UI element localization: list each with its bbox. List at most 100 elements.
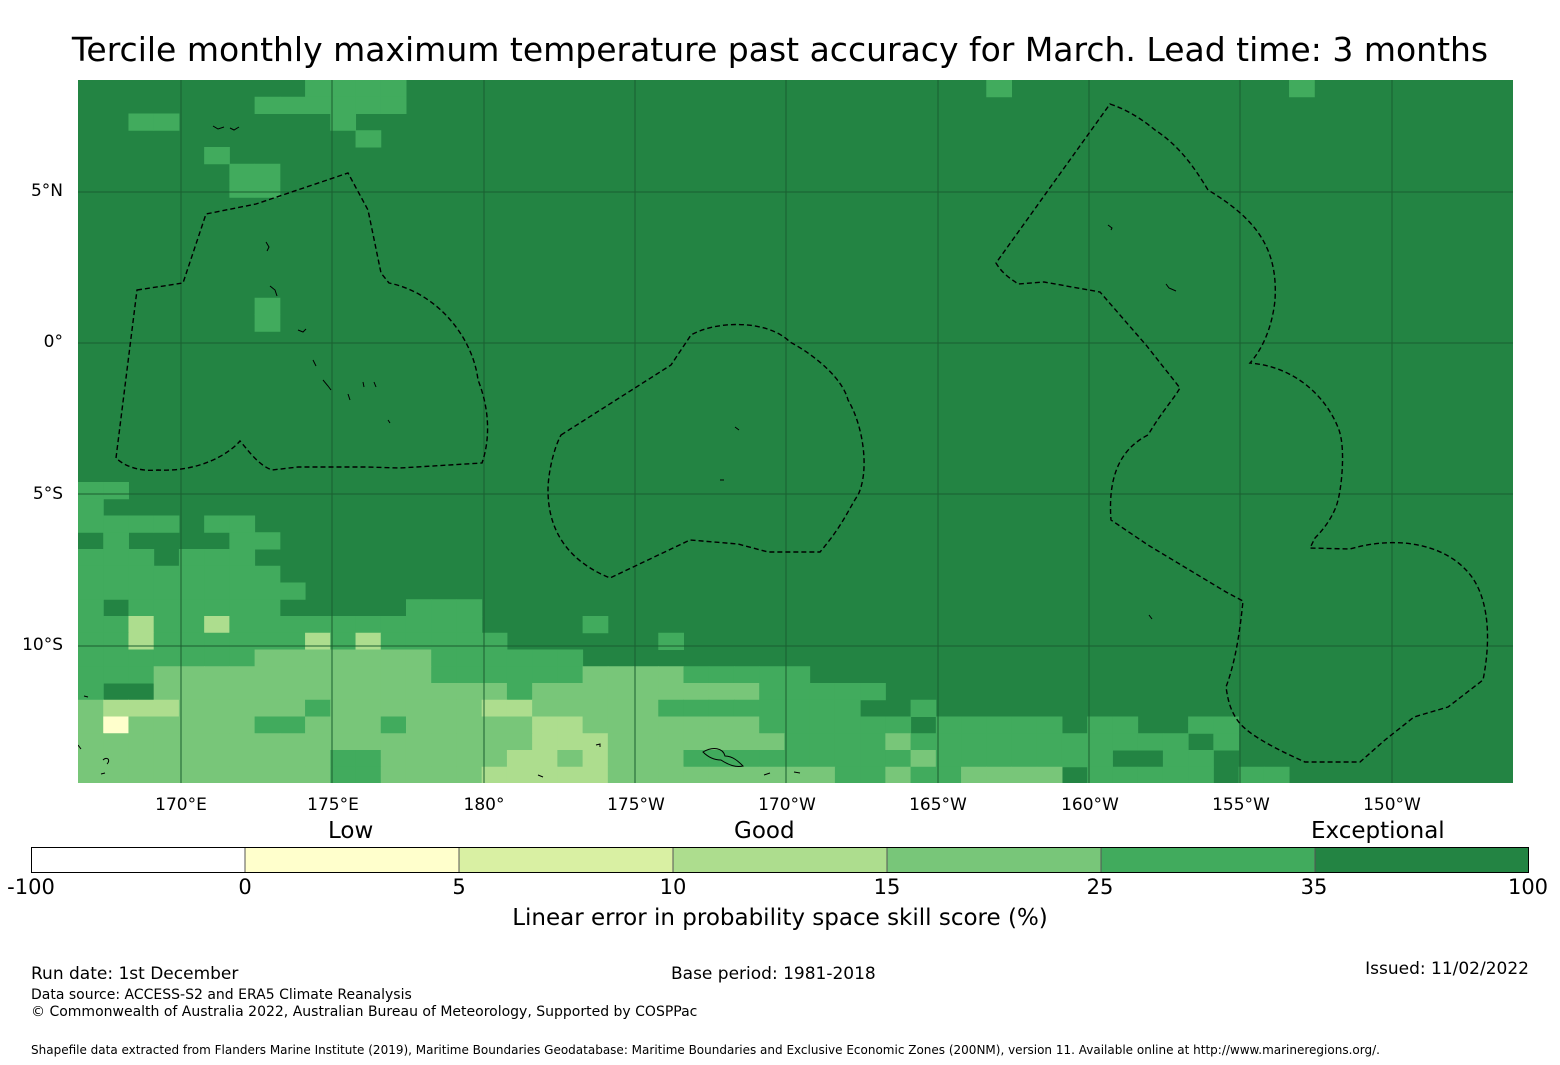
skill-cell bbox=[633, 683, 659, 701]
skill-cell bbox=[986, 766, 1013, 783]
skill-cell bbox=[733, 699, 760, 717]
skill-cell bbox=[355, 666, 382, 684]
skill-cell bbox=[582, 666, 609, 684]
skill-cell bbox=[229, 699, 256, 717]
skill-cell bbox=[784, 699, 811, 717]
colorbar-border bbox=[31, 847, 1529, 873]
skill-cell bbox=[481, 733, 508, 751]
skill-cell bbox=[254, 750, 281, 768]
skill-cell bbox=[607, 716, 634, 734]
skill-cell bbox=[128, 666, 155, 684]
skill-cell bbox=[229, 565, 256, 583]
skill-cell bbox=[658, 666, 685, 684]
skill-cell bbox=[103, 766, 129, 783]
skill-cell bbox=[683, 666, 710, 684]
skill-cell bbox=[78, 582, 104, 600]
skill-cell bbox=[204, 147, 230, 165]
skill-cell bbox=[481, 699, 508, 717]
skill-cell bbox=[380, 666, 407, 684]
skill-cell bbox=[355, 750, 382, 768]
eez-boundary-central bbox=[547, 323, 865, 579]
skill-cell bbox=[229, 616, 256, 634]
skill-cell bbox=[355, 699, 382, 717]
skill-cell bbox=[506, 683, 533, 701]
colorbar-category-good: Good bbox=[734, 818, 795, 844]
run-date: Run date: 1st December bbox=[31, 964, 239, 984]
skill-cell bbox=[204, 599, 230, 617]
skill-cell bbox=[355, 649, 382, 667]
skill-cell bbox=[178, 766, 205, 783]
skill-cell bbox=[78, 515, 104, 533]
skill-cell bbox=[178, 616, 205, 634]
skill-cell bbox=[1011, 716, 1038, 734]
skill-cell bbox=[431, 649, 457, 667]
skill-cell bbox=[229, 180, 256, 198]
skill-cell bbox=[456, 766, 483, 783]
skill-cell bbox=[733, 716, 760, 734]
skill-cell bbox=[355, 683, 382, 701]
skill-cell bbox=[986, 80, 1013, 98]
island bbox=[269, 285, 278, 297]
skill-cell bbox=[481, 683, 508, 701]
skill-cell bbox=[1188, 766, 1214, 783]
island bbox=[702, 748, 744, 767]
skill-cell bbox=[1112, 766, 1139, 783]
skill-cell bbox=[456, 683, 483, 701]
graticule bbox=[78, 80, 1513, 783]
skill-cell bbox=[153, 766, 180, 783]
skill-cell bbox=[910, 733, 937, 751]
copyright: © Commonwealth of Australia 2022, Austra… bbox=[31, 1004, 698, 1020]
skill-cell bbox=[330, 649, 357, 667]
skill-cell bbox=[153, 582, 180, 600]
skill-cell bbox=[708, 766, 735, 783]
colorbar-category-low: Low bbox=[328, 818, 374, 844]
skill-cell bbox=[380, 96, 407, 114]
skill-cell bbox=[405, 716, 432, 734]
skill-cell bbox=[103, 649, 129, 667]
island bbox=[1148, 614, 1153, 620]
skill-cell bbox=[759, 683, 785, 701]
skill-cell bbox=[582, 733, 609, 751]
skill-cell bbox=[506, 649, 533, 667]
map-title: Tercile monthly maximum temperature past… bbox=[71, 30, 1489, 69]
colorbar-tick: 10 bbox=[659, 875, 687, 899]
skill-cell bbox=[103, 699, 129, 717]
skill-cell bbox=[633, 766, 659, 783]
skill-cell bbox=[330, 699, 357, 717]
skill-cell bbox=[78, 766, 104, 783]
skill-cell bbox=[683, 766, 710, 783]
skill-cell bbox=[607, 699, 634, 717]
skill-cell bbox=[204, 666, 230, 684]
skill-cell bbox=[658, 733, 685, 751]
skill-cell bbox=[759, 733, 785, 751]
eez-boundary-west bbox=[115, 172, 489, 472]
eez-boundary-east bbox=[995, 103, 1489, 763]
skill-cell bbox=[229, 599, 256, 617]
skill-cell bbox=[279, 632, 306, 650]
skill-cell bbox=[204, 565, 230, 583]
colorbar-tick: 15 bbox=[873, 875, 901, 899]
skill-cell bbox=[456, 632, 483, 650]
skill-cell bbox=[254, 632, 281, 650]
skill-cell bbox=[330, 632, 357, 650]
skill-cell bbox=[355, 130, 382, 148]
skill-cell bbox=[178, 549, 205, 567]
skill-cell bbox=[834, 683, 861, 701]
skill-cell bbox=[330, 733, 357, 751]
skill-cell bbox=[506, 733, 533, 751]
skill-cell bbox=[153, 515, 180, 533]
skill-cell bbox=[178, 599, 205, 617]
skill-cell bbox=[935, 733, 962, 751]
island bbox=[793, 771, 801, 774]
skill-cell bbox=[330, 96, 357, 114]
colorbar-title: Linear error in probability space skill … bbox=[512, 905, 1048, 931]
skill-cell bbox=[1036, 733, 1063, 751]
skill-cell bbox=[128, 616, 155, 634]
island bbox=[297, 328, 307, 333]
skill-cell bbox=[305, 616, 331, 634]
island bbox=[229, 126, 240, 131]
skill-cell bbox=[557, 683, 584, 701]
skill-cell bbox=[128, 565, 155, 583]
skill-cell bbox=[986, 716, 1013, 734]
skill-cell bbox=[708, 733, 735, 751]
